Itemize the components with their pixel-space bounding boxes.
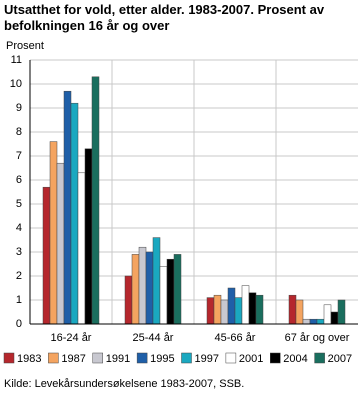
y-tick-label: 6	[16, 174, 22, 186]
bar	[159, 266, 168, 325]
bar	[173, 254, 182, 325]
bar	[227, 287, 236, 325]
legend-label: 1983	[17, 353, 41, 365]
legend-label: 2004	[283, 353, 307, 365]
y-tick-label: 5	[16, 198, 22, 210]
bar	[63, 90, 72, 325]
y-tick-label: 2	[16, 270, 22, 282]
bar	[295, 299, 304, 325]
legend-swatch	[181, 352, 192, 364]
bar	[316, 318, 325, 325]
bar	[145, 251, 154, 325]
bar	[124, 275, 133, 325]
legend-label: 1987	[61, 353, 85, 365]
y-tick-label: 8	[16, 126, 22, 138]
y-tick-label: 3	[16, 246, 22, 258]
legend-swatch	[270, 352, 281, 364]
bar	[234, 297, 243, 325]
y-tick-label: 9	[16, 102, 22, 114]
bar	[337, 299, 346, 325]
y-tick-label: 4	[16, 222, 22, 234]
x-tick-label: 45-66 år	[215, 332, 256, 344]
bar	[248, 292, 257, 325]
y-tick-label: 0	[16, 318, 22, 330]
y-tick-label: 7	[16, 150, 22, 162]
bar	[131, 254, 140, 325]
bar	[49, 141, 58, 325]
bar	[213, 294, 222, 325]
bar	[91, 76, 100, 325]
bar	[56, 162, 65, 325]
y-tick-label: 1	[16, 294, 22, 306]
bar	[288, 294, 297, 325]
bar	[330, 311, 339, 325]
bar	[152, 237, 161, 325]
bar	[166, 258, 175, 325]
legend-label: 1991	[106, 353, 130, 365]
legend-swatch	[48, 352, 59, 364]
bar	[309, 318, 318, 325]
bar	[220, 299, 229, 325]
bar	[77, 172, 86, 325]
bar	[323, 304, 332, 325]
bar	[302, 318, 311, 325]
x-tick-label: 16-24 år	[51, 332, 92, 344]
x-tick-label: 67 år og over	[285, 332, 350, 344]
x-tick-label: 25-44 år	[133, 332, 174, 344]
legend-label: 1997	[195, 353, 219, 365]
legend-swatch	[136, 352, 148, 364]
y-tick-label: 11	[11, 54, 22, 66]
bar	[241, 285, 250, 325]
legend-swatch	[92, 352, 103, 364]
bar	[42, 186, 51, 325]
bar	[206, 297, 215, 325]
source: Kilde: Levekårsundersøkelsene 1983-2007,…	[4, 378, 244, 390]
legend-swatch	[225, 352, 237, 364]
bar	[138, 246, 147, 325]
y-axis-label: Prosent	[6, 40, 44, 52]
legend-swatch	[314, 352, 325, 364]
legend-label: 2001	[239, 353, 263, 365]
y-tick-label: 10	[10, 78, 22, 90]
bar	[84, 148, 93, 325]
bar	[255, 294, 264, 325]
chart-title: Utsatthet for vold, etter alder. 1983-20…	[4, 2, 325, 33]
legend-label: 2007	[328, 353, 352, 365]
legend-label: 1995	[150, 353, 174, 365]
bar	[70, 102, 79, 325]
legend-swatch	[3, 352, 15, 364]
